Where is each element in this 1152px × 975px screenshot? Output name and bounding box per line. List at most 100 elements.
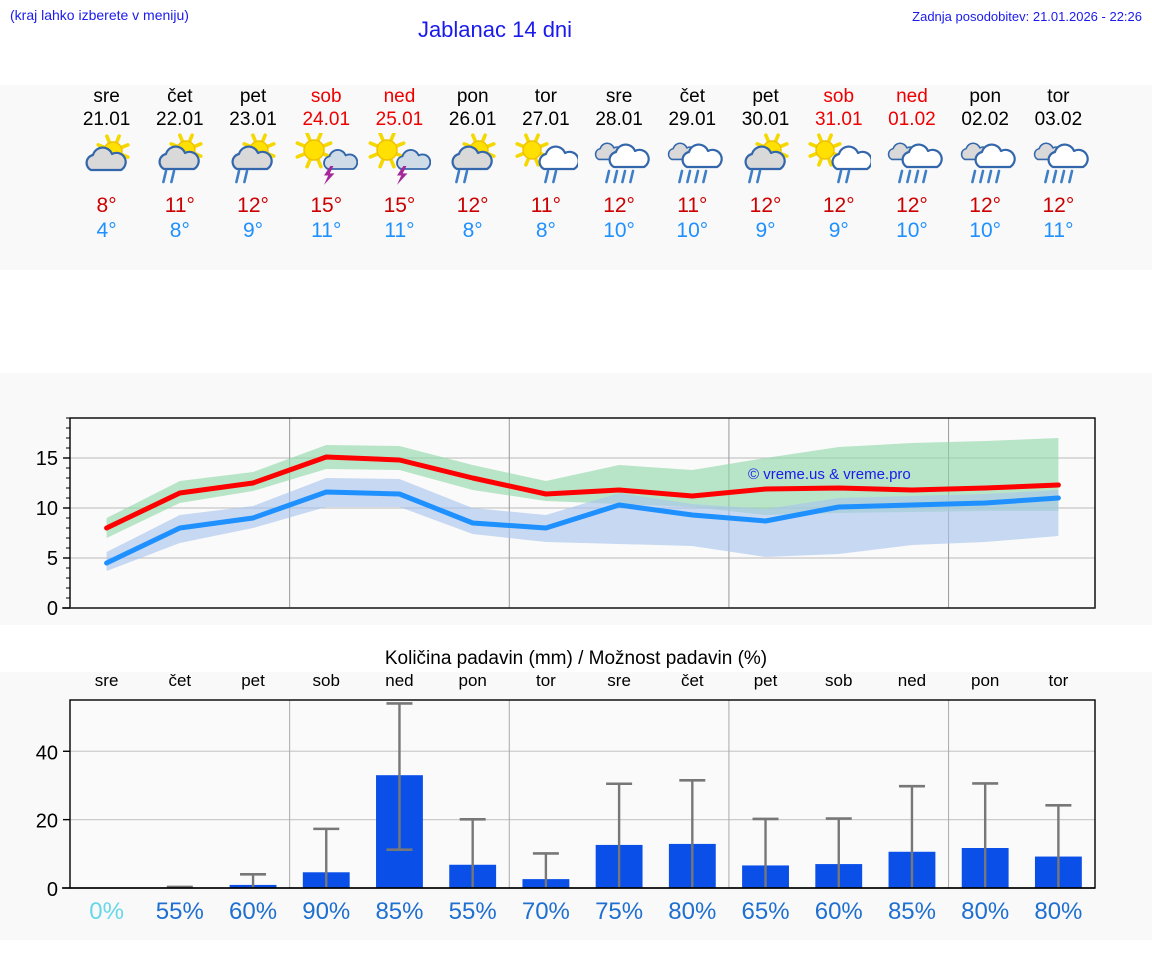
min-temperature: 10° — [896, 219, 928, 242]
sun-cloud-rain-icon — [158, 133, 203, 184]
day-column[interactable]: pet 30.01 12° 9° — [727, 85, 805, 243]
precip-y-tick: 40 — [36, 742, 58, 764]
cloud-rain-icon — [887, 142, 943, 184]
day-column[interactable]: tor 03.02 12° 11° — [1019, 85, 1097, 243]
day-of-week: sre — [93, 86, 120, 107]
precip-day-label: pet — [754, 672, 778, 690]
weather-icon-wrap — [68, 131, 146, 193]
min-temperature: 9° — [828, 219, 849, 242]
precipitation-probability: 55% — [449, 898, 497, 925]
max-temperature: 12° — [237, 194, 269, 217]
day-column[interactable]: sob 31.01 12° 9° — [800, 85, 878, 243]
day-date: 03.02 — [1034, 109, 1083, 130]
temp-y-tick: 10 — [36, 498, 58, 520]
precip-y-tick: 0 — [47, 879, 58, 901]
max-temperature: 15° — [310, 194, 343, 217]
sun-cloud-rain-icon — [231, 133, 276, 184]
precipitation-probability: 60% — [815, 898, 863, 925]
day-of-week: ned — [383, 86, 416, 107]
day-date: 22.01 — [156, 109, 204, 130]
day-column[interactable]: ned 25.01 15° 11° — [360, 85, 438, 243]
day-of-week: pon — [456, 86, 489, 107]
precipitation-probability: 85% — [888, 898, 936, 925]
temperature-chart: 0 5 10 15 — [36, 417, 1096, 620]
temp-y-tick: 5 — [47, 548, 58, 570]
last-updated: Zadnja posodobitev: 21.01.2026 - 22:26 — [912, 9, 1142, 24]
precip-day-label: pon — [971, 672, 999, 690]
cloud-rain-icon — [594, 142, 650, 184]
day-column[interactable]: ned 01.02 12° 10° — [873, 85, 951, 243]
precip-day-label: čet — [681, 672, 704, 690]
precip-day-label: ned — [898, 672, 926, 690]
precip-day-label: sre — [95, 672, 119, 690]
sun-whitecloud-rain-icon — [515, 133, 578, 184]
weather-icon-wrap — [1019, 131, 1097, 193]
day-of-week: pon — [969, 86, 1002, 107]
weather-icon-wrap — [434, 131, 512, 193]
weather-icon-wrap — [653, 131, 731, 193]
day-column[interactable]: pet 23.01 12° 9° — [214, 85, 292, 243]
precipitation-error-bar — [386, 702, 413, 852]
day-column[interactable]: čet 29.01 11° 10° — [653, 85, 731, 243]
day-column[interactable]: tor 27.01 11° 8° — [507, 85, 585, 243]
sun-cloud-storm-icon — [295, 133, 359, 185]
day-date: 02.02 — [961, 109, 1009, 130]
daily-forecast-strip: sre 21.01 8° 4° čet 22.01 11° 8° pet 23.01 12° 9° so… — [0, 85, 1152, 270]
precipitation-probability: 80% — [961, 898, 1009, 925]
precipitation-error-bar — [240, 873, 267, 888]
sun-cloud-storm-icon — [369, 133, 432, 185]
precipitation-error-bar — [532, 852, 559, 888]
day-date: 31.01 — [814, 109, 863, 130]
max-temperature: 11° — [164, 194, 195, 217]
day-of-week: sob — [310, 86, 342, 107]
max-temperature: 11° — [530, 194, 561, 217]
min-temperature: 10° — [969, 219, 1002, 242]
precipitation-chart-title: Količina padavin (mm) / Možnost padavin … — [384, 648, 768, 669]
weather-icon-wrap — [507, 131, 585, 193]
precipitation-probability: 65% — [742, 898, 790, 925]
max-temperature: 12° — [822, 194, 855, 217]
day-date: 26.01 — [448, 109, 497, 130]
precipitation-probability: 90% — [302, 898, 350, 925]
weather-icon-wrap — [800, 131, 878, 193]
sun-whitecloud-rain-icon — [808, 133, 871, 184]
weather-icon-wrap — [946, 131, 1024, 193]
day-column[interactable]: pon 02.02 12° 10° — [946, 85, 1024, 243]
weather-icon-wrap — [580, 131, 658, 193]
max-temperature: 12° — [456, 194, 489, 217]
min-temperature: 4° — [96, 219, 117, 242]
temp-y-tick: 0 — [47, 598, 58, 620]
weather-icon-wrap — [360, 131, 438, 193]
min-temperature: 10° — [676, 219, 709, 242]
day-column[interactable]: sre 28.01 12° 10° — [580, 85, 658, 243]
min-temperature: 8° — [169, 219, 190, 242]
day-column[interactable]: sre 21.01 8° 4° — [68, 85, 146, 243]
day-of-week: čet — [679, 86, 705, 107]
precipitation-probability: 60% — [229, 898, 277, 925]
day-column[interactable]: sob 24.01 15° 11° — [287, 85, 365, 243]
day-date: 24.01 — [302, 109, 351, 130]
menu-hint: (kraj lahko izberete v meniju) — [10, 7, 189, 23]
precipitation-probability: 80% — [668, 898, 716, 925]
weather-icon-wrap — [141, 131, 219, 193]
min-temperature: 8° — [462, 219, 483, 242]
day-date: 30.01 — [741, 109, 790, 130]
precipitation-error-bar — [313, 827, 340, 888]
weather-icon-wrap — [214, 131, 292, 193]
day-of-week: čet — [167, 86, 193, 107]
min-temperature: 11° — [384, 219, 415, 242]
day-of-week: pet — [752, 86, 779, 107]
min-temperature: 10° — [603, 219, 635, 242]
sun-cloud-icon — [85, 134, 130, 172]
weather-icon-wrap — [727, 131, 805, 193]
precip-day-label: sob — [313, 672, 340, 690]
day-of-week: pet — [239, 86, 267, 107]
precipitation-error-bar — [972, 782, 999, 888]
temp-y-tick: 15 — [36, 448, 58, 470]
day-column[interactable]: čet 22.01 11° 8° — [141, 85, 219, 243]
day-date: 29.01 — [668, 109, 717, 130]
sun-cloud-rain-icon — [744, 133, 789, 184]
day-column[interactable]: pon 26.01 12° 8° — [434, 85, 512, 243]
precipitation-error-bar — [752, 817, 779, 888]
precip-day-label: sob — [825, 672, 852, 690]
